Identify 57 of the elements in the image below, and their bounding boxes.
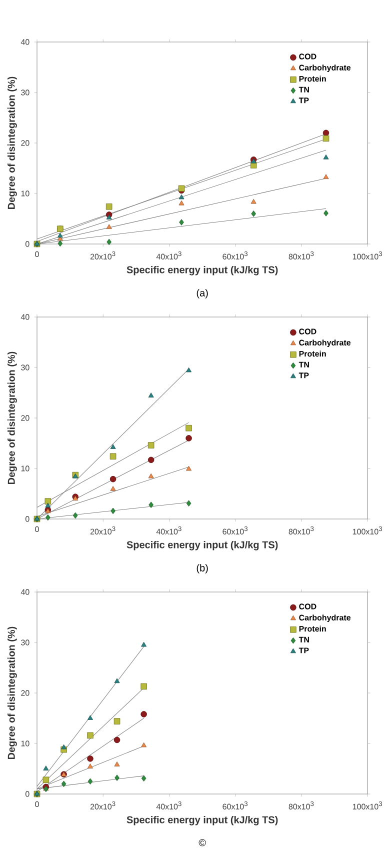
text: © (198, 839, 206, 846)
legend-label: COD (299, 604, 316, 610)
legend-label: Carbohydrate (299, 340, 351, 348)
x-tick-label: 80x10$^{3}$ (288, 801, 314, 810)
x-tick-label: 100x10$^{3}$ (352, 251, 382, 260)
x-axis-title: Specific energy input (kJ/kg TS) (126, 540, 278, 550)
y-tick-label: 20 (21, 690, 30, 696)
x-tick-label: 40x10$^{3}$ (156, 526, 182, 534)
x-tick-label: 80x10$^{3}$ (288, 526, 314, 534)
x-tick-label: 0 (35, 526, 39, 532)
y-tick-label: 10 (21, 740, 30, 746)
x-tick-label: 100x10$^{3}$ (352, 801, 382, 810)
y-tick-label: 40 (20, 39, 30, 45)
x-axis-title: Specific energy input (kJ/kg TS) (126, 266, 278, 276)
legend-label: COD (299, 54, 316, 60)
y-tick-label: 0 (25, 516, 30, 522)
y-tick-label: 10 (21, 190, 30, 196)
x-tick-label: 0 (35, 251, 39, 258)
legend-label: Protein (299, 626, 326, 632)
x-tick-label: 40x10$^{3}$ (156, 251, 182, 260)
x-tick-label: 60x10$^{3}$ (222, 526, 248, 534)
x-tick-label: 20x10$^{3}$ (90, 251, 116, 260)
y-tick-label: 40 (20, 314, 30, 320)
x-tick-label: 0 (35, 801, 39, 808)
legend-label: TN (298, 86, 309, 92)
y-tick-label: 10 (21, 466, 30, 472)
y-tick-label: 20 (21, 140, 30, 146)
text: (b) (196, 564, 208, 574)
legend-label: COD (299, 328, 316, 334)
y-axis-title: Degree of disintegration (%) (8, 76, 17, 210)
x-tick-label: 60x10$^{3}$ (222, 801, 248, 810)
x-tick-label: 60x10$^{3}$ (222, 251, 248, 260)
y-tick-label: 0 (25, 241, 30, 247)
x-tick-label: 80x10$^{3}$ (288, 251, 314, 260)
x-tick-label: 20x10$^{3}$ (90, 526, 116, 534)
y-tick-label: 30 (21, 364, 30, 370)
y-tick-label: 40 (20, 589, 30, 595)
legend-label: TP (298, 648, 309, 654)
y-tick-label: 20 (21, 415, 30, 421)
legend-label: TN (298, 636, 309, 642)
x-tick-label: 100x10$^{3}$ (352, 526, 382, 534)
legend-label: TP (298, 98, 309, 104)
x-tick-label: 20x10$^{3}$ (90, 801, 116, 810)
y-tick-label: 30 (21, 90, 30, 96)
legend-label: TP (298, 372, 309, 378)
legend-label: Protein (299, 76, 326, 82)
text: (a) (196, 289, 208, 298)
legend-label: Carbohydrate (299, 64, 351, 72)
y-axis-title: Degree of disintegration (%) (8, 626, 17, 760)
x-axis-title: Specific energy input (kJ/kg TS) (126, 816, 278, 826)
y-tick-label: 30 (21, 640, 30, 646)
x-tick-label: 40x10$^{3}$ (156, 801, 182, 810)
y-axis-title: Degree of disintegration (%) (8, 352, 17, 484)
legend-label: Carbohydrate (299, 614, 351, 622)
legend-label: Protein (299, 350, 326, 357)
y-tick-label: 0 (25, 791, 30, 797)
legend-label: TN (298, 362, 309, 368)
